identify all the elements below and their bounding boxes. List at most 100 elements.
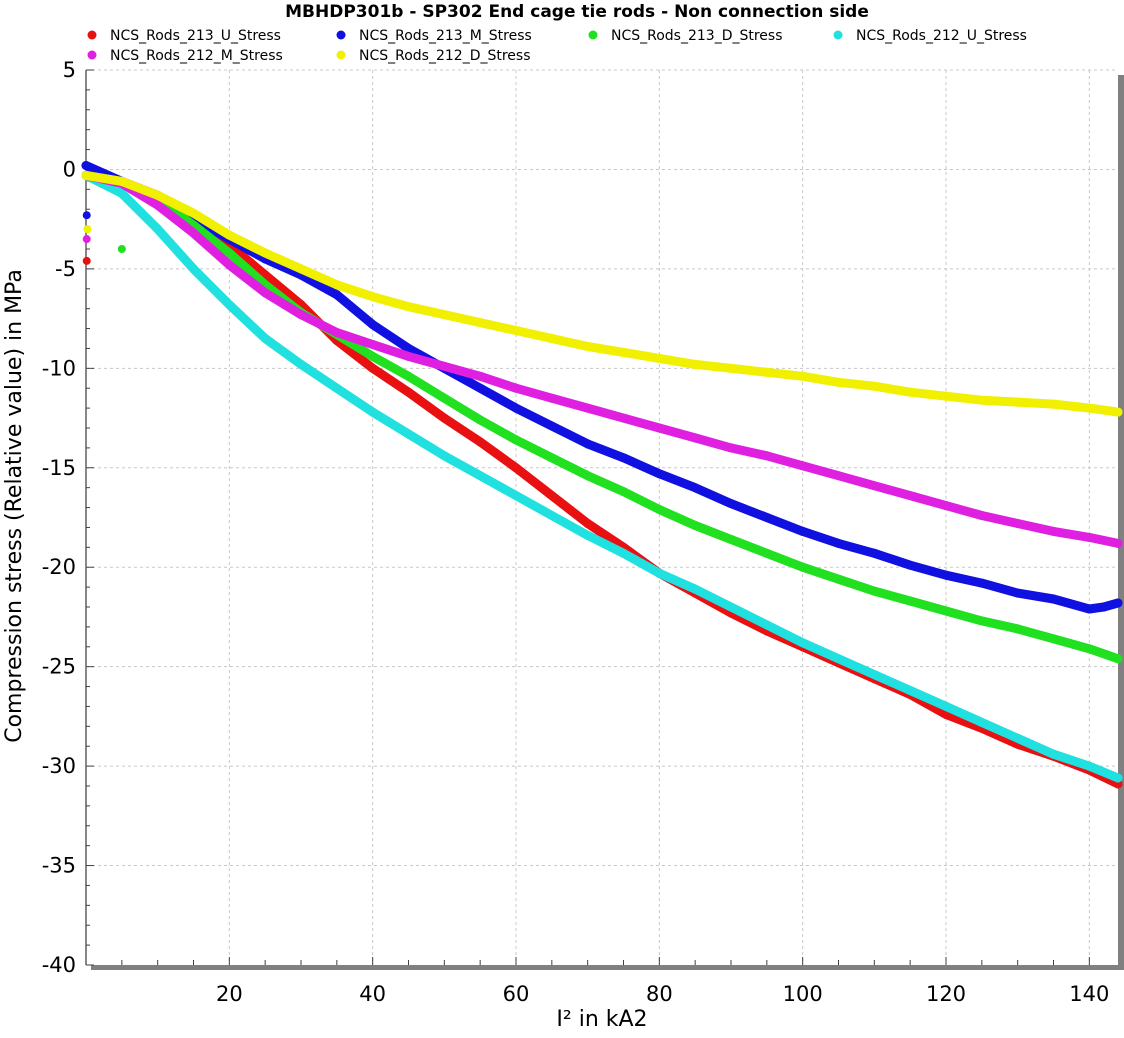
data-point (977, 511, 987, 520)
data-point (690, 483, 700, 493)
data-point (654, 505, 664, 514)
data-point (941, 391, 951, 401)
data-point (511, 463, 521, 473)
data-point (224, 230, 234, 240)
y-tick-label: -25 (42, 655, 76, 679)
x-tick-label: 100 (783, 982, 823, 1006)
data-point (511, 435, 521, 445)
grid (86, 69, 1118, 965)
data-point (475, 318, 485, 328)
data-point (547, 453, 557, 463)
data-point (1113, 773, 1123, 783)
data-point (869, 381, 879, 391)
data-point (798, 526, 808, 536)
data-point (332, 383, 342, 393)
minor-ticks (86, 69, 1090, 966)
data-point (547, 393, 557, 403)
data-point (404, 387, 413, 397)
legend-marker (336, 50, 346, 60)
data-point (404, 371, 413, 381)
data-point (619, 453, 628, 463)
data-point (439, 393, 449, 403)
data-point (834, 538, 843, 548)
data-point (690, 584, 700, 594)
data-point (1013, 397, 1023, 407)
data-point (1113, 407, 1123, 417)
x-tick-label: 80 (646, 982, 673, 1006)
legend-marker (336, 30, 346, 40)
data-point (511, 403, 521, 413)
data-point (798, 638, 808, 648)
data-point (1049, 594, 1058, 604)
data-point (905, 560, 915, 570)
data-point (332, 290, 342, 300)
data-point (726, 534, 736, 544)
data-point (439, 361, 449, 371)
data-point (798, 461, 808, 471)
x-tick-label: 60 (503, 982, 530, 1006)
data-point (1013, 624, 1023, 634)
data-point (1013, 733, 1023, 743)
data-point (905, 596, 915, 606)
data-point (977, 717, 987, 727)
data-point (439, 451, 449, 461)
data-point (475, 415, 485, 425)
data-point (905, 491, 915, 501)
data-point (762, 620, 772, 630)
data-point (619, 347, 628, 357)
data-point (977, 616, 987, 626)
data-point (941, 701, 951, 711)
data-point (1049, 399, 1058, 409)
legend-label: NCS_Rods_212_M_Stress (110, 48, 283, 64)
data-point (762, 367, 772, 377)
legend-label: NCS_Rods_213_M_Stress (359, 28, 532, 44)
data-point (1084, 403, 1094, 413)
data-point (798, 371, 808, 381)
data-point (1099, 602, 1109, 612)
x-tick-label: 20 (216, 982, 243, 1006)
x-tick-label: 120 (926, 982, 966, 1006)
y-tick-label: -20 (42, 555, 76, 579)
data-point (1084, 761, 1094, 771)
data-point (977, 578, 987, 588)
data-point (153, 224, 163, 234)
data-point (905, 686, 915, 695)
data-point (690, 359, 700, 369)
legend-marker (833, 30, 843, 40)
data-point (404, 351, 413, 361)
outlier-point (82, 211, 91, 220)
data-point (977, 395, 987, 405)
data-point (583, 342, 593, 351)
data-point (834, 377, 843, 387)
data-point (153, 190, 163, 200)
y-tick-label: 5 (63, 58, 76, 82)
data-point (332, 280, 342, 290)
data-point (583, 519, 593, 528)
legend-label: NCS_Rods_212_D_Stress (359, 48, 531, 64)
data-point (834, 574, 843, 584)
chart-title: MBHDP301b - SP302 End cage tie rods - No… (285, 2, 869, 22)
data-point (547, 421, 557, 431)
data-point (260, 288, 270, 298)
data-point (368, 351, 378, 361)
data-point (619, 548, 628, 558)
data-point (224, 260, 234, 270)
outlier-point (82, 235, 91, 244)
data-point (762, 548, 772, 558)
y-tick-label: -5 (55, 257, 76, 281)
data-point (654, 469, 664, 479)
data-point (404, 343, 413, 353)
data-point (798, 562, 808, 572)
data-point (1113, 538, 1123, 548)
data-point (368, 340, 378, 349)
series-line (81, 170, 1123, 417)
data-point (475, 471, 485, 481)
data-point (332, 328, 342, 337)
data-point (654, 423, 664, 433)
series-line (81, 170, 1123, 548)
data-point (1049, 634, 1058, 644)
y-axis-label: Compression stress (Relative value) in M… (2, 269, 27, 743)
legend-marker (588, 30, 598, 40)
data-point (619, 487, 628, 497)
